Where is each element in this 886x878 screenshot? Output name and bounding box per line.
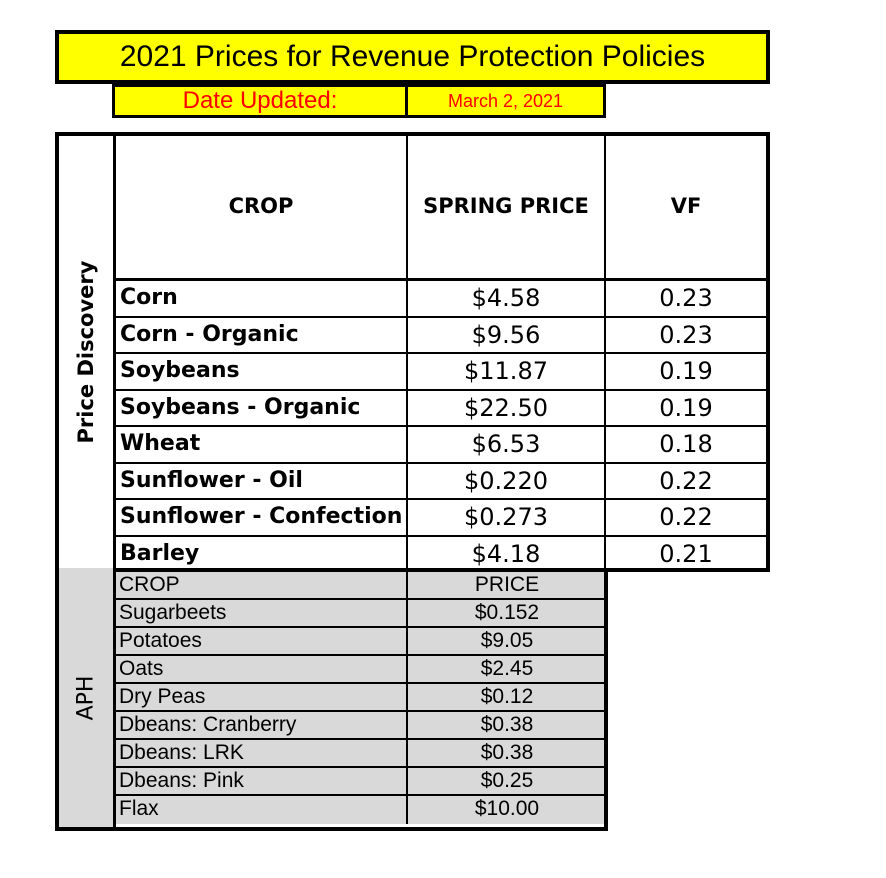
aph-crop-name: Potatoes: [116, 628, 408, 656]
crop-name: Corn - Organic: [116, 317, 408, 354]
spring-price-value: $11.87: [408, 354, 606, 391]
column-header-spring-price: SPRING PRICE: [408, 136, 606, 281]
aph-price-value: $2.45: [408, 656, 606, 684]
spring-price-value: $9.56: [408, 317, 606, 354]
spring-price-value: $0.273: [408, 500, 606, 537]
date-updated-label: Date Updated:: [112, 84, 408, 118]
spring-price-value: $6.53: [408, 427, 606, 464]
crop-name: Soybeans - Organic: [116, 390, 408, 427]
vf-value: 0.23: [606, 318, 766, 354]
spring-price-value: $22.50: [408, 390, 606, 427]
spring-price-value: $0.220: [408, 463, 606, 500]
aph-crop-name: Dbeans: Pink: [116, 768, 408, 796]
crop-name: Corn: [116, 281, 408, 318]
aph-crop-name: Flax: [116, 796, 408, 824]
spring-price-value: $4.58: [408, 281, 606, 318]
crop-name: Wheat: [116, 427, 408, 464]
aph-column-header-crop: CROP: [116, 572, 408, 600]
aph-side-label: APH: [55, 568, 116, 831]
aph-price-value: $10.00: [408, 796, 606, 824]
aph-price-value: $0.12: [408, 684, 606, 712]
aph-table: [55, 568, 608, 831]
vf-value: 0.19: [606, 391, 766, 427]
aph-price-value: $0.152: [408, 600, 606, 628]
aph-crop-name: Oats: [116, 656, 408, 684]
page-title: 2021 Prices for Revenue Protection Polic…: [55, 30, 770, 84]
spring-price-value: $4.18: [408, 536, 606, 573]
vf-value: 0.22: [606, 464, 766, 500]
aph-price-value: $0.38: [408, 740, 606, 768]
aph-crop-name: Dbeans: Cranberry: [116, 712, 408, 740]
crop-name: Barley: [116, 536, 408, 573]
price-discovery-label: Price Discovery: [74, 260, 98, 444]
aph-price-value: $0.38: [408, 712, 606, 740]
crop-name: Soybeans: [116, 354, 408, 391]
aph-price-value: $0.25: [408, 768, 606, 796]
price-discovery-side-label: Price Discovery: [55, 132, 116, 572]
column-header-vf: VF: [606, 136, 766, 281]
vf-value: 0.21: [659, 539, 713, 568]
vf-value: 0.23: [606, 281, 766, 318]
date-updated-value: March 2, 2021: [408, 84, 606, 118]
column-header-crop: CROP: [116, 136, 408, 281]
aph-column-header-price: PRICE: [408, 572, 606, 600]
crop-name: Sunflower - Oil: [116, 463, 408, 500]
aph-crop-name: Dry Peas: [116, 684, 408, 712]
aph-crop-name: Dbeans: LRK: [116, 740, 408, 768]
aph-price-value: $9.05: [408, 628, 606, 656]
crop-name: Sunflower - Confection: [116, 500, 408, 537]
vf-value: 0.18: [606, 427, 766, 464]
vf-value: 0.19: [606, 354, 766, 391]
aph-crop-name: Sugarbeets: [116, 600, 408, 628]
vf-value: 0.22: [606, 500, 766, 537]
